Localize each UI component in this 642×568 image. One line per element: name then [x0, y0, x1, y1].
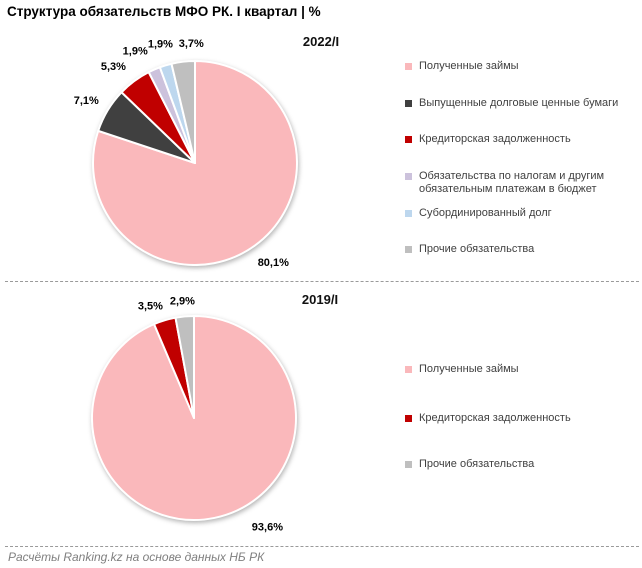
legend-marker: [405, 246, 412, 253]
chart-title: Структура обязательств МФО РК. I квартал…: [7, 4, 321, 19]
pie-chart-2019: 93,6% 3,5% 2,9%: [91, 295, 297, 533]
legend-item: Прочие обязательства: [405, 458, 629, 471]
slice-value-label: 80,1%: [258, 257, 289, 269]
legend-label: Кредиторская задолженность: [419, 412, 571, 424]
legend-label: Выпущенные долговые ценные бумаги: [419, 97, 619, 109]
legend-label: Полученные займы: [419, 60, 519, 72]
legend-item: Полученные займы: [405, 363, 629, 376]
legend-label: Обязательства по налогам и другим обязат…: [419, 170, 605, 195]
legend-label: Субординированный долг: [419, 207, 552, 219]
pie-slice: [92, 60, 298, 266]
legend-label: Прочие обязательства: [419, 243, 535, 255]
legend-label: Кредиторская задолженность: [419, 133, 571, 145]
legend-marker: [405, 210, 412, 217]
legend-item: Полученные займы: [405, 60, 629, 73]
slice-value-label: 3,7%: [179, 38, 204, 50]
slice-value-label: 5,3%: [101, 61, 126, 73]
slice-value-label: 1,9%: [123, 46, 148, 58]
pie-slice: [174, 315, 195, 419]
pie-slices-group: [91, 315, 297, 521]
period-label-2022: 2022/I: [302, 34, 340, 49]
slice-value-label: 7,1%: [74, 95, 99, 107]
legend-marker: [405, 100, 412, 107]
pie-slice: [170, 59, 196, 164]
legend-item: Прочие обязательства: [405, 243, 629, 256]
legend-label: Прочие обязательства: [419, 458, 535, 470]
legend-marker: [405, 173, 412, 180]
period-label-2019: 2019/I: [301, 292, 339, 307]
dashed-separator: [5, 281, 639, 282]
legend-marker: [405, 415, 412, 422]
slice-value-label: 2,9%: [170, 295, 195, 307]
legend-item: Кредиторская задолженность: [405, 412, 629, 425]
legend-item: Выпущенные долговые ценные бумаги: [405, 97, 629, 110]
legend-marker: [405, 366, 412, 373]
legend-label: Полученные займы: [419, 363, 519, 375]
dashed-separator-bottom: [5, 546, 639, 547]
legend-item: Кредиторская задолженность: [405, 133, 629, 146]
pie-chart-2022: 80,1% 7,1% 5,3% 1,9%1,9% 3,7%: [74, 38, 298, 269]
slice-value-label: 93,6%: [252, 521, 283, 533]
legend-marker: [405, 461, 412, 468]
pie-slices-group: [92, 59, 298, 266]
slice-value-label: 3,5%: [138, 300, 163, 312]
legend-item: Обязательства по налогам и другим обязат…: [405, 170, 629, 196]
slice-value-label: 1,9%: [148, 38, 173, 50]
source-note: Расчёты Ranking.kz на основе данных НБ Р…: [8, 550, 265, 564]
legend-marker: [405, 136, 412, 143]
legend-item: Субординированный долг: [405, 207, 629, 220]
legend-marker: [405, 63, 412, 70]
